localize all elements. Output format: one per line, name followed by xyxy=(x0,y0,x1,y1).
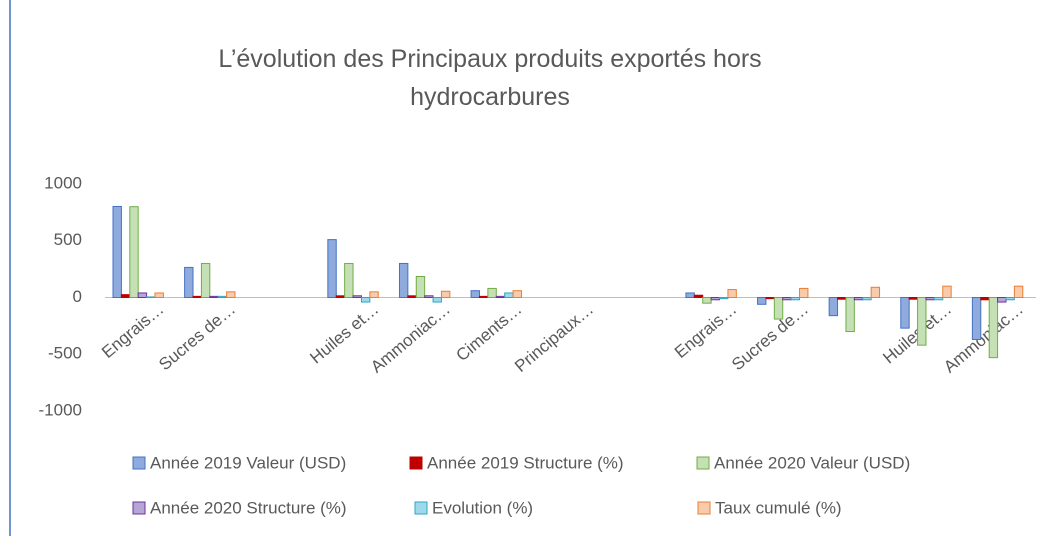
bar xyxy=(478,295,489,298)
bar xyxy=(917,297,927,346)
y-tick-label: 500 xyxy=(54,230,82,249)
bar xyxy=(154,292,164,298)
bar xyxy=(925,297,935,301)
bar xyxy=(693,294,704,299)
bar xyxy=(837,297,847,300)
bar xyxy=(685,292,695,298)
bar xyxy=(487,287,497,299)
bar xyxy=(828,297,839,317)
legend-label: Année 2020 Valeur (USD) xyxy=(714,453,910,472)
legend-swatch xyxy=(696,456,710,470)
legend-swatch xyxy=(697,501,711,515)
legend-swatch xyxy=(132,501,146,515)
bar xyxy=(799,287,809,299)
bar xyxy=(702,297,712,304)
legend-label: Année 2019 Valeur (USD) xyxy=(150,453,346,472)
y-tick-label: -500 xyxy=(48,344,82,363)
legend-label: Evolution (%) xyxy=(432,498,533,517)
bar xyxy=(997,297,1007,303)
bar xyxy=(146,296,156,298)
bar xyxy=(765,297,775,300)
bar xyxy=(200,262,211,299)
bar xyxy=(908,297,919,300)
bar xyxy=(773,297,784,320)
bar xyxy=(192,295,202,298)
bar xyxy=(971,297,982,340)
bar xyxy=(504,292,514,298)
bar xyxy=(790,297,801,301)
bar xyxy=(933,297,944,301)
legend-label: Année 2019 Structure (%) xyxy=(427,453,624,472)
bar xyxy=(112,205,122,299)
bar xyxy=(415,276,426,299)
legend-label: Taux cumulé (%) xyxy=(715,498,842,517)
legend-label: Année 2020 Structure (%) xyxy=(150,498,347,517)
bar xyxy=(129,206,139,298)
bar xyxy=(407,295,417,298)
bar xyxy=(424,295,434,298)
bar xyxy=(727,289,737,298)
bar xyxy=(719,297,729,300)
bar xyxy=(1013,285,1024,298)
bar xyxy=(360,297,371,303)
bar xyxy=(980,297,990,301)
bar xyxy=(1005,297,1015,301)
bar xyxy=(440,290,451,299)
bar xyxy=(137,292,148,298)
y-tick-label: 1000 xyxy=(44,173,82,192)
bar xyxy=(512,290,522,299)
bar xyxy=(845,297,855,333)
legend-swatch xyxy=(409,456,423,470)
bar xyxy=(352,295,362,298)
bar xyxy=(942,285,952,298)
bar xyxy=(120,294,131,299)
legend-swatch xyxy=(414,501,428,515)
bar xyxy=(335,295,346,298)
bar xyxy=(988,297,999,359)
bar xyxy=(495,295,506,298)
bar xyxy=(209,295,219,298)
bar xyxy=(432,297,442,303)
bar xyxy=(757,297,767,305)
bar xyxy=(398,262,409,299)
bar xyxy=(226,291,236,299)
bar xyxy=(900,297,910,329)
bar xyxy=(327,239,337,299)
y-tick-label: 0 xyxy=(73,287,82,306)
bar xyxy=(470,290,480,299)
bar xyxy=(344,262,354,299)
y-tick-label: -1000 xyxy=(39,400,82,419)
bar xyxy=(184,266,194,298)
bar xyxy=(710,297,721,301)
bar xyxy=(862,297,872,301)
bar xyxy=(853,297,864,301)
bar xyxy=(369,291,379,299)
chart-title: L’évolution des Principaux produits expo… xyxy=(218,45,762,111)
bar xyxy=(217,295,228,298)
bar xyxy=(782,297,792,301)
legend-swatch xyxy=(132,456,146,470)
bar xyxy=(870,286,881,299)
